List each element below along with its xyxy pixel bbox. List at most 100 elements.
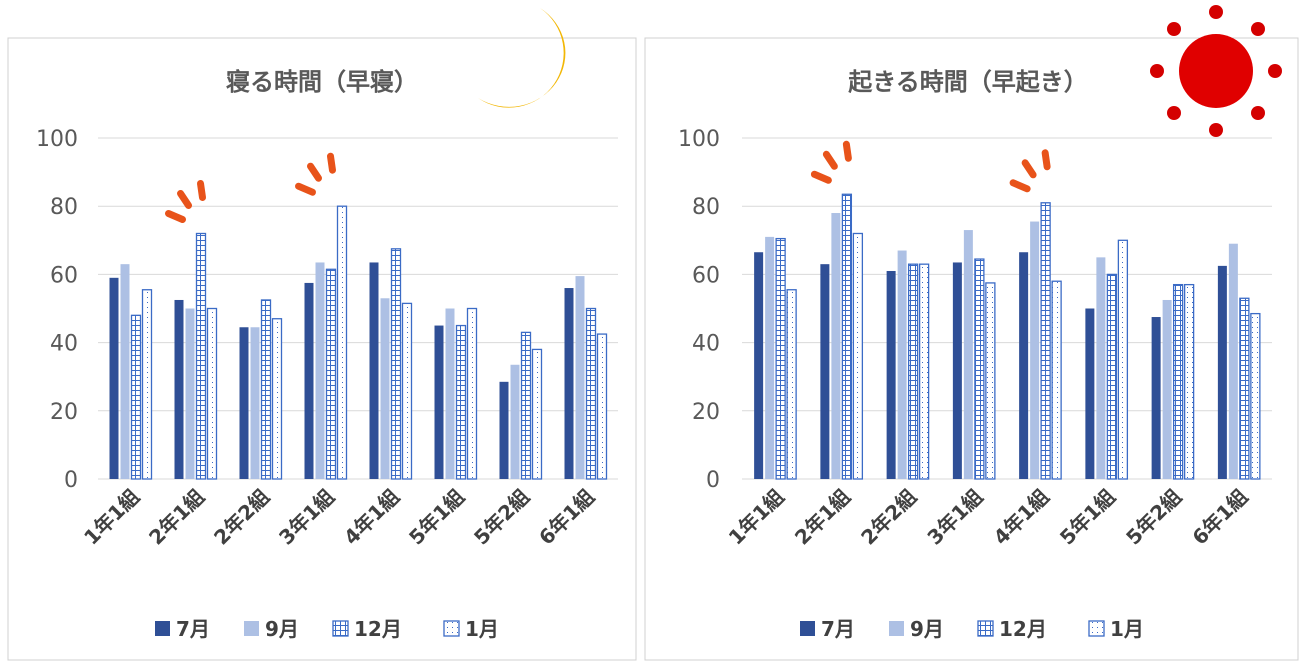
legend-swatch [332, 620, 349, 637]
legend-label: 1月 [465, 617, 499, 641]
legend-swatch [1088, 620, 1105, 637]
bar-7月 [174, 299, 184, 479]
bar-1月 [1183, 283, 1195, 480]
bar-9月 [445, 308, 455, 479]
bar-7月 [434, 325, 444, 479]
legend-label: 7月 [176, 617, 210, 641]
sun-icon [1150, 5, 1282, 137]
bar-9月 [510, 364, 520, 479]
bar-12月 [390, 248, 402, 480]
bar-12月 [907, 263, 919, 480]
y-tick-label: 0 [706, 468, 720, 493]
bar-7月 [304, 282, 314, 479]
y-tick-label: 60 [692, 263, 720, 288]
bar-9月 [1030, 221, 1040, 480]
bar-12月 [195, 232, 207, 480]
bar-12月 [1239, 297, 1250, 480]
bar-9月 [380, 298, 390, 479]
legend-label: 12月 [354, 617, 402, 641]
y-tick-label: 0 [64, 468, 78, 493]
bar-1月 [141, 289, 153, 480]
emphasis-dashes-icon [810, 140, 852, 184]
bar-9月 [575, 276, 585, 479]
legend-item: 9月 [244, 617, 299, 641]
legend-item: 12月 [977, 617, 1047, 641]
emphasis-dashes-icon [1009, 149, 1051, 193]
y-tick-label: 40 [692, 332, 720, 357]
legend-item: 7月 [155, 617, 210, 641]
y-tick-label: 100 [678, 127, 720, 152]
bar-7月 [369, 262, 379, 479]
bar-12月 [1040, 202, 1051, 480]
legend-swatch [800, 621, 815, 636]
bar-1月 [786, 289, 797, 480]
bar-7月 [886, 270, 896, 479]
bar-9月 [1162, 299, 1172, 479]
bar-7月 [1151, 317, 1161, 479]
bar-12月 [585, 307, 597, 480]
legend-swatch [443, 620, 460, 637]
legend-item: 1月 [1088, 617, 1144, 641]
chart-title: 寝る時間（早寝） [226, 68, 418, 96]
bar-9月 [185, 308, 195, 479]
legend-label: 9月 [910, 617, 944, 641]
legend-item: 9月 [889, 617, 944, 641]
y-tick-label: 20 [50, 400, 78, 425]
bar-12月 [520, 331, 532, 480]
bar-9月 [963, 230, 973, 479]
bar-9月 [1096, 257, 1106, 479]
bar-9月 [831, 213, 841, 479]
bar-12月 [130, 314, 142, 480]
bar-9月 [897, 250, 907, 479]
legend-item: 1月 [443, 617, 499, 641]
bar-1月 [1117, 239, 1129, 480]
bar-1月 [596, 333, 608, 480]
bar-12月 [841, 193, 853, 480]
bar-12月 [260, 299, 272, 480]
bar-1月 [206, 307, 218, 480]
emphasis-dashes-icon [165, 179, 206, 223]
bar-1月 [852, 232, 864, 480]
bar-1月 [1051, 280, 1062, 480]
bar-7月 [952, 262, 962, 479]
y-tick-label: 40 [50, 332, 78, 357]
bar-12月 [325, 268, 337, 480]
bar-9月 [765, 236, 775, 479]
legend-item: 12月 [332, 617, 402, 641]
bar-1月 [918, 263, 930, 480]
chart-title: 起きる時間（早起き） [847, 68, 1088, 96]
legend-swatch [244, 621, 259, 636]
bar-1月 [1250, 312, 1261, 480]
legend-swatch [155, 621, 170, 636]
bar-7月 [499, 381, 509, 479]
bar-1月 [985, 282, 996, 480]
legend-label: 12月 [999, 617, 1047, 641]
bar-7月 [564, 288, 574, 479]
bar-9月 [250, 327, 260, 479]
bar-1月 [466, 307, 478, 480]
bar-1月 [271, 318, 283, 480]
legend-swatch [977, 620, 994, 637]
bar-7月 [239, 327, 249, 479]
y-tick-label: 100 [36, 127, 78, 152]
emphasis-dashes-icon [295, 152, 336, 196]
bar-7月 [754, 252, 764, 479]
bar-7月 [109, 277, 119, 479]
bar-12月 [455, 324, 467, 480]
bar-1月 [336, 205, 348, 480]
bar-9月 [315, 262, 325, 479]
bar-12月 [1172, 283, 1184, 480]
y-tick-label: 20 [692, 400, 720, 425]
legend-item: 7月 [800, 617, 855, 641]
bar-9月 [120, 264, 130, 479]
bar-7月 [1019, 252, 1029, 479]
bar-1月 [401, 302, 413, 480]
bar-9月 [1228, 243, 1238, 479]
bar-12月 [1106, 273, 1118, 480]
legend-label: 9月 [265, 617, 299, 641]
y-tick-label: 80 [50, 195, 78, 220]
legend-label: 7月 [821, 617, 855, 641]
